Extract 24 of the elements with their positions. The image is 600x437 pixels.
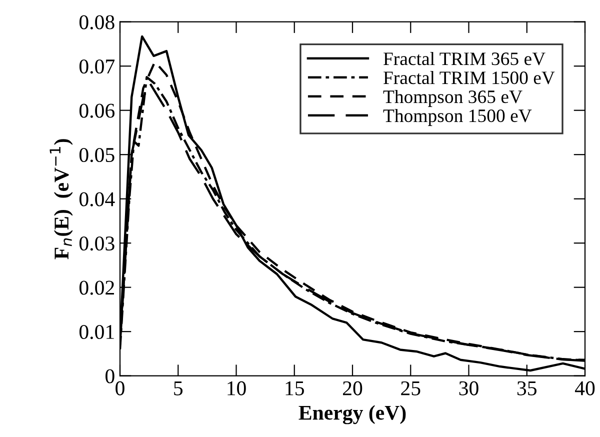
y-tick-label: 0	[106, 369, 114, 384]
y-tick-label: 0.06	[79, 104, 115, 118]
y-tick-label: 0.01	[79, 324, 114, 340]
y-tick-label: 0.05	[79, 148, 114, 162]
y-axis-title: F$_{n}$(E) (eV$^{−1}$)	[50, 139, 73, 260]
x-tick-label: 10	[228, 381, 246, 396]
y-tick-label: 0.02	[79, 280, 114, 295]
x-tick-label: 15	[286, 381, 304, 396]
y-tick-label: 0.03	[79, 236, 114, 251]
x-tick-label: 40	[574, 381, 595, 396]
legend-label: Fractal TRIM 1500 eV	[384, 70, 555, 84]
x-tick-label: 5	[174, 381, 183, 396]
legend-label: Thompson 1500 eV	[383, 108, 532, 126]
legend-label: Thompson 365 eV	[383, 90, 522, 107]
y-tick-label: 0.08	[79, 15, 114, 30]
x-tick-label: 0	[116, 381, 124, 396]
legend-label: Fractal TRIM 365 eV	[384, 52, 546, 66]
y-tick-label: 0.04	[79, 192, 115, 206]
x-axis-title: Energy (eV)	[298, 405, 406, 424]
y-tick-label: 0.07	[79, 59, 115, 74]
x-tick-label: 30	[459, 381, 478, 396]
x-tick-label: 20	[343, 381, 362, 396]
x-tick-label: 25	[401, 381, 420, 396]
x-tick-label: 35	[517, 381, 536, 396]
